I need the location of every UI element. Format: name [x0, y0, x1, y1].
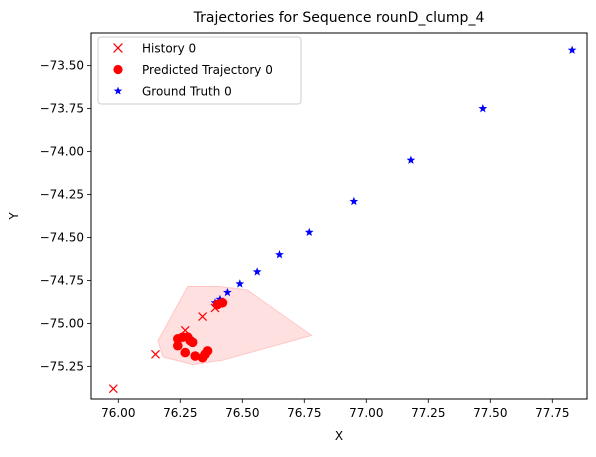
data-point-circle: [217, 297, 228, 308]
legend-marker-x: [113, 43, 123, 53]
plot-frame: [90, 32, 588, 400]
x-tick-label: 77.50: [473, 406, 507, 420]
x-tick-label: 77.00: [349, 406, 383, 420]
data-point-star: [349, 196, 359, 206]
y-axis-ticks: −73.50 −73.75 −74.00 −74.25 −74.50 −74.75 −75.…: [40, 59, 91, 373]
legend-marker-star: [113, 86, 123, 95]
marker-layer: [108, 45, 577, 394]
data-point-circle: [173, 340, 183, 351]
data-point-circle: [190, 351, 200, 361]
y-tick-label: −73.50: [40, 59, 84, 73]
data-point-circle: [202, 346, 213, 356]
x-tick-label: 76.50: [225, 406, 259, 420]
data-point-star: [275, 250, 284, 259]
data-point-circle: [180, 347, 191, 358]
data-point-circle: [187, 337, 198, 348]
y-tick-label: −75.25: [40, 359, 84, 373]
data-point-star: [223, 287, 232, 297]
y-tick-label: −74.25: [40, 188, 84, 202]
data-point-x: [151, 349, 160, 359]
x-axis-ticks: 76.00 76.25 76.50 76.75 77.00 77.25 77.50 77.75: [101, 399, 569, 420]
legend-label: Predicted Trajectory 0: [142, 63, 273, 77]
legend-box: [97, 36, 302, 105]
chart-title: Trajectories for Sequence rounD_clump_4: [193, 10, 485, 26]
y-tick-label: −74.00: [40, 145, 84, 159]
data-point-x: [108, 384, 118, 394]
data-point-star: [478, 104, 488, 113]
data-point-star: [304, 227, 314, 237]
legend-marker-circle: [113, 64, 123, 75]
x-tick-label: 77.75: [535, 406, 569, 420]
x-tick-label: 77.25: [411, 406, 445, 420]
y-tick-label: −74.50: [40, 230, 84, 244]
data-point-star: [406, 155, 416, 164]
x-tick-label: 76.75: [287, 406, 321, 420]
data-point-star: [235, 279, 245, 288]
y-tick-label: −75.00: [40, 316, 84, 330]
data-point-star: [252, 267, 262, 276]
y-tick-label: −73.75: [40, 102, 84, 116]
x-tick-label: 76.00: [101, 406, 135, 420]
y-axis-title: Y: [7, 212, 21, 221]
data-point-x: [198, 312, 208, 321]
data-point-star: [567, 45, 577, 54]
legend-label: History 0: [142, 42, 196, 56]
x-axis-title: X: [335, 429, 343, 443]
x-tick-label: 76.25: [163, 406, 197, 420]
y-tick-label: −74.75: [40, 273, 84, 287]
legend: History 0 Predicted Trajectory 0 Ground Tr…: [97, 36, 302, 105]
legend-label: Ground Truth 0: [142, 85, 232, 99]
